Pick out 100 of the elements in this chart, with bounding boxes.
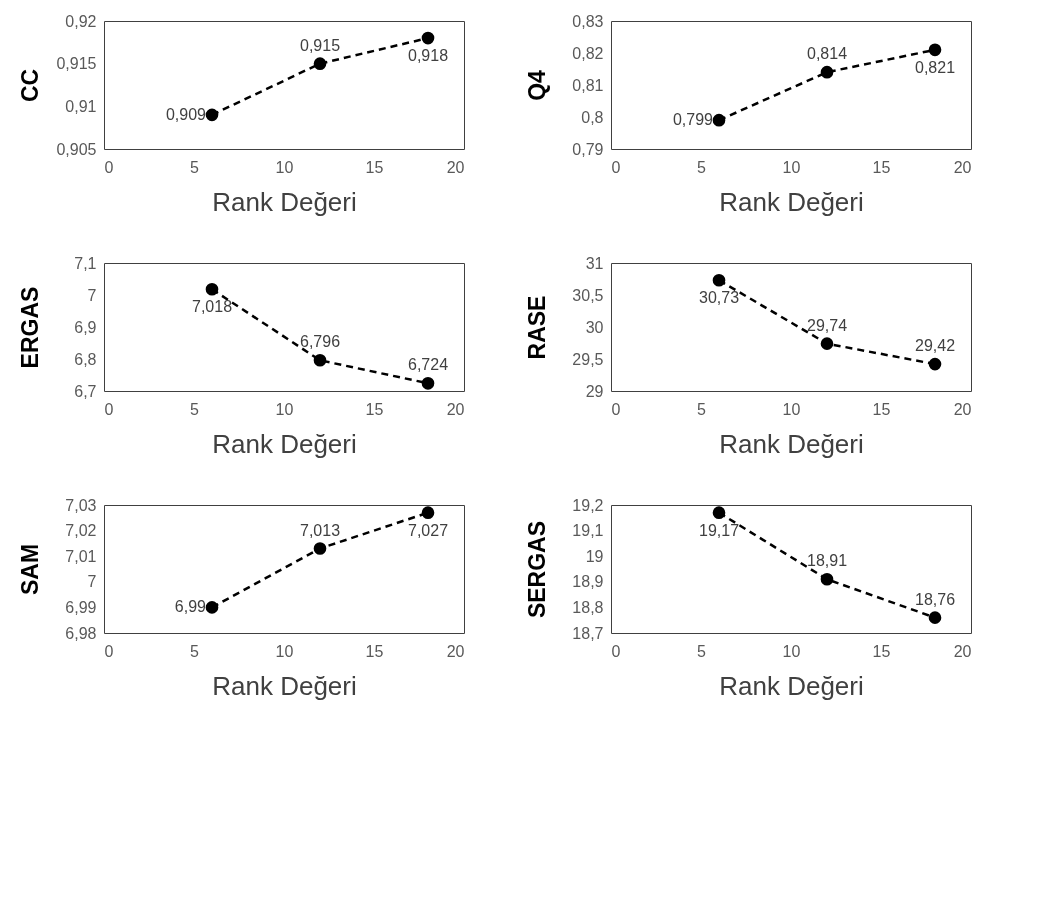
x-tick-label: 20 (953, 642, 972, 660)
x-tick-label: 15 (365, 158, 384, 176)
x-tick-label: 10 (275, 400, 294, 418)
y-tick-label: 0,82 (572, 44, 604, 62)
y-tick-label: 29,5 (572, 350, 604, 368)
y-tick-label: 30 (585, 318, 604, 336)
point (313, 542, 327, 555)
x-tick-label: 0 (104, 642, 114, 660)
x-tick-label: 0 (104, 400, 114, 418)
x-tick-label: 15 (872, 642, 891, 660)
y-tick-label: 6,8 (74, 350, 97, 368)
data-label: 29,42 (914, 337, 956, 355)
data-label: 0,821 (914, 58, 956, 76)
data-label: 18,91 (806, 552, 848, 570)
y-tick-label: 0,83 (572, 12, 604, 30)
point (205, 601, 219, 614)
data-label: 29,74 (806, 316, 848, 334)
y-tick-label: 7 (87, 573, 97, 591)
point (928, 43, 942, 57)
y-tick-label: 0,8 (581, 108, 604, 126)
point (820, 65, 834, 79)
x-tick-label: 0 (611, 158, 621, 176)
x-tick-label: 10 (275, 158, 294, 176)
data-label: 0,918 (407, 47, 449, 65)
x-tick-label: 5 (190, 642, 200, 660)
y-tick-label: 7,03 (65, 496, 97, 514)
y-tick-label: 7 (87, 286, 97, 304)
y-axis-title: Q4 (523, 69, 550, 101)
y-tick-label: 31 (585, 254, 604, 272)
point (712, 113, 726, 127)
point (421, 377, 435, 390)
y-tick-label: 6,99 (65, 598, 97, 616)
point (712, 273, 726, 287)
x-tick-label: 10 (782, 400, 801, 418)
x-tick-label: 20 (446, 642, 465, 660)
y-tick-label: 18,9 (572, 573, 604, 591)
point (928, 357, 942, 371)
x-tick-label: 5 (697, 400, 707, 418)
x-tick-label: 0 (611, 400, 621, 418)
point (820, 572, 834, 586)
data-label: 6,796 (299, 333, 341, 351)
data-label: 0,799 (672, 111, 714, 129)
y-tick-label: 0,915 (56, 55, 97, 73)
x-tick-label: 10 (782, 642, 801, 660)
point (421, 506, 435, 519)
y-tick-label: 0,92 (65, 12, 97, 30)
data-label: 7,013 (299, 521, 341, 539)
data-label: 7,018 (191, 298, 233, 316)
y-tick-label: 7,1 (74, 254, 97, 272)
x-tick-label: 15 (365, 400, 384, 418)
x-tick-label: 20 (446, 158, 465, 176)
x-axis-title: Rank Değeri (719, 670, 864, 701)
x-axis-title: Rank Değeri (212, 670, 357, 701)
point (313, 57, 327, 70)
y-tick-label: 0,905 (56, 140, 97, 158)
y-tick-label: 18,8 (572, 598, 604, 616)
x-axis-title: Rank Değeri (212, 186, 357, 217)
data-label: 0,915 (299, 36, 341, 54)
data-label: 7,027 (407, 521, 449, 539)
y-axis-title: ERGAS (16, 286, 43, 369)
x-tick-label: 5 (697, 642, 707, 660)
x-tick-label: 0 (104, 158, 114, 176)
x-axis-title: Rank Değeri (719, 428, 864, 459)
x-tick-label: 20 (953, 400, 972, 418)
x-tick-label: 10 (275, 642, 294, 660)
y-tick-label: 19 (585, 547, 604, 565)
y-axis-title: SAM (16, 543, 43, 596)
y-tick-label: 7,01 (65, 547, 97, 565)
y-tick-label: 6,7 (74, 382, 97, 400)
y-tick-label: 18,7 (572, 624, 604, 642)
y-axis-title: CC (16, 68, 43, 103)
y-axis-title: SERGAS (523, 520, 550, 619)
y-tick-label: 0,79 (572, 140, 604, 158)
data-label: 19,17 (698, 521, 740, 539)
data-label: 0,814 (806, 45, 848, 63)
x-tick-label: 20 (953, 158, 972, 176)
point (421, 31, 435, 45)
data-label: 6,99 (174, 598, 207, 616)
point (928, 611, 942, 624)
data-label: 0,909 (165, 105, 207, 123)
point (313, 353, 327, 367)
y-tick-label: 29 (585, 382, 604, 400)
point (820, 337, 834, 350)
y-tick-label: 6,98 (65, 624, 97, 642)
x-axis-title: Rank Değeri (212, 428, 357, 459)
x-tick-label: 15 (872, 400, 891, 418)
x-tick-label: 15 (365, 642, 384, 660)
x-tick-label: 10 (782, 158, 801, 176)
y-tick-label: 30,5 (572, 286, 604, 304)
point (205, 108, 219, 122)
y-tick-label: 7,02 (65, 522, 97, 540)
data-label: 6,724 (407, 356, 449, 374)
x-tick-label: 5 (697, 158, 707, 176)
x-axis-title: Rank Değeri (719, 186, 864, 217)
x-tick-label: 5 (190, 158, 200, 176)
y-axis-title: RASE (523, 295, 550, 360)
y-tick-label: 19,1 (572, 522, 604, 540)
y-tick-label: 19,2 (572, 496, 604, 514)
x-tick-label: 15 (872, 158, 891, 176)
point (712, 506, 726, 519)
